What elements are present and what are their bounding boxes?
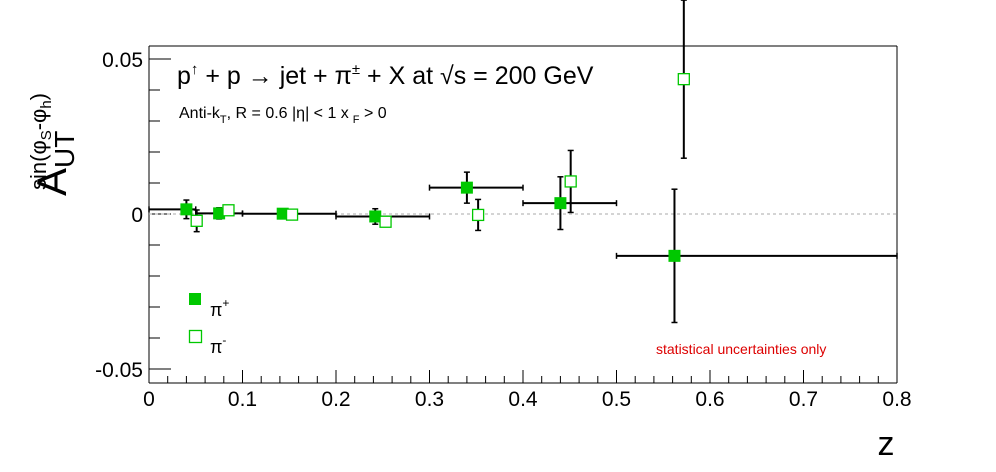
legend: π+ π-	[188, 293, 229, 357]
data-point-filled	[668, 249, 681, 262]
series-pi-minus	[190, 0, 690, 233]
chart-header: p↑ + p → jet + π± + X at √s = 200 GeV	[177, 61, 594, 90]
svg-text:AUT: AUT	[28, 131, 80, 196]
y-tick-label: 0	[131, 204, 143, 227]
x-tick-label: 0.2	[321, 388, 350, 411]
data-point-open	[471, 208, 485, 222]
series-pi-plus	[148, 171, 898, 324]
data-point-open	[379, 215, 392, 228]
x-tick-label: 0.4	[508, 388, 538, 411]
data-point-filled	[213, 207, 226, 220]
data-point-filled	[554, 197, 567, 210]
data-point-filled	[180, 203, 193, 216]
data-point-open	[677, 73, 690, 86]
legend-label-pi-plus: π+	[210, 296, 229, 320]
x-tick-label: 0.5	[602, 388, 631, 411]
legend-label-pi-minus: π-	[210, 333, 226, 357]
data-point-open	[190, 214, 203, 227]
legend-marker-pi-plus	[189, 293, 201, 305]
data-point-open	[285, 208, 299, 221]
x-axis-label: z	[878, 425, 895, 463]
y-axis-label: AUT sin(φS-φh)	[26, 93, 80, 196]
data-point-filled	[460, 181, 473, 194]
data-point-open	[564, 175, 577, 188]
x-tick-label: 0.8	[882, 388, 911, 411]
x-tick-label: 0.6	[695, 388, 724, 411]
data-point-filled	[276, 207, 289, 220]
x-tick-label: 0.3	[415, 388, 444, 411]
y-tick-label: 0.05	[102, 49, 143, 72]
x-tick-label: 0.7	[789, 388, 818, 411]
x-tick-label: 0	[143, 388, 155, 411]
data-point-filled	[369, 210, 382, 223]
uncertainty-note: statistical uncertainties only	[656, 341, 826, 357]
legend-marker-pi-minus	[188, 329, 203, 344]
x-tick-label: 0.1	[228, 388, 257, 411]
svg-text:sin(φS-φh): sin(φS-φh)	[26, 93, 55, 190]
data-series	[148, 0, 898, 324]
y-tick-label: -0.05	[95, 359, 143, 382]
data-point-open	[222, 204, 235, 217]
